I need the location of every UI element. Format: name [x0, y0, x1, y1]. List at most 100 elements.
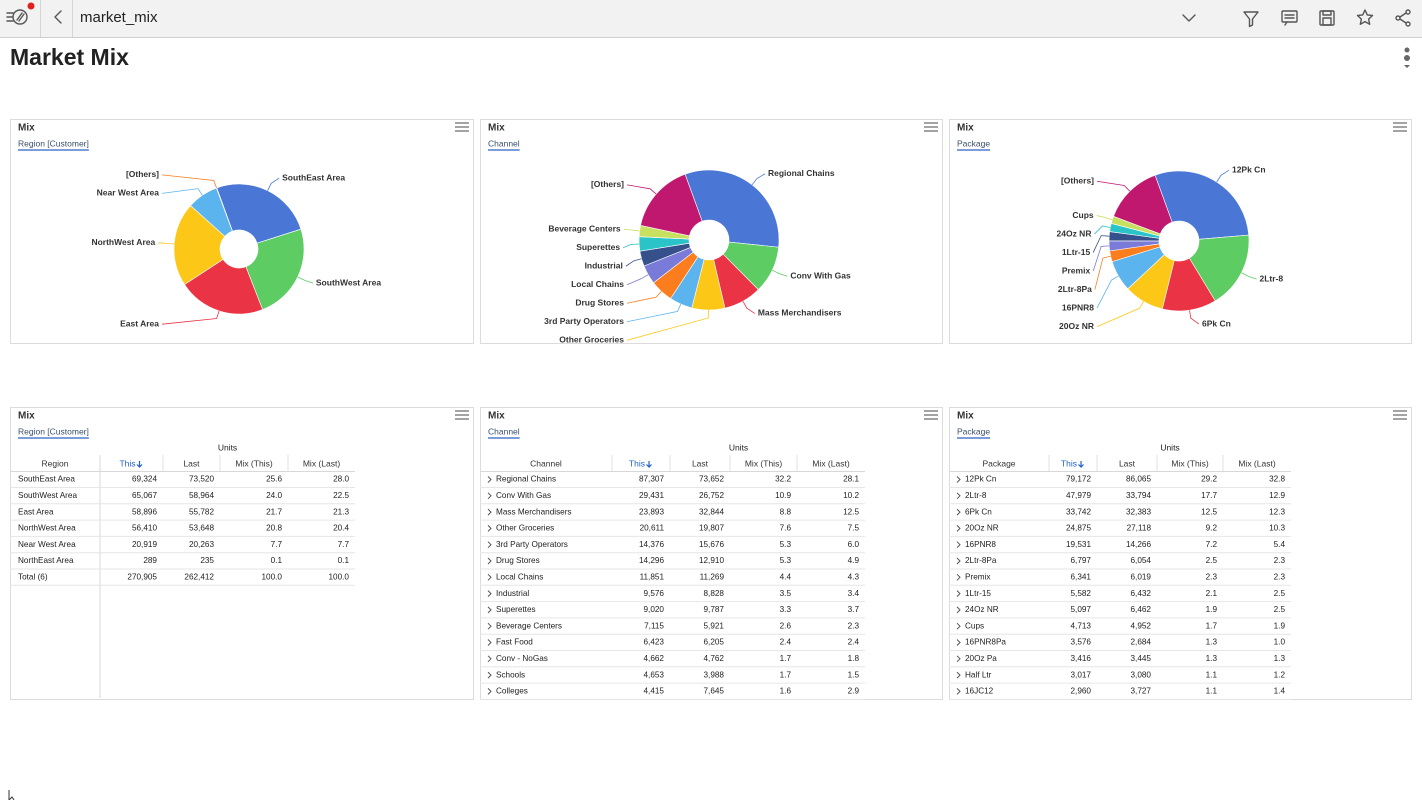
cell-value: 7.7 — [338, 540, 350, 549]
row-label: NorthEast Area — [18, 556, 74, 565]
expand-button[interactable] — [956, 590, 961, 597]
cell-value: 6,205 — [704, 638, 725, 647]
cell-value: 26,752 — [699, 491, 724, 500]
expand-button[interactable] — [956, 541, 961, 549]
leader-line — [626, 274, 649, 286]
expand-button[interactable] — [956, 525, 961, 532]
panel-subtitle[interactable]: Channel — [488, 138, 520, 148]
share-button[interactable] — [1395, 9, 1411, 27]
cell-value: 262,412 — [184, 572, 214, 581]
cell-value: 1.9 — [1274, 621, 1286, 630]
expand-button[interactable] — [956, 639, 961, 646]
expand-button[interactable] — [487, 606, 492, 614]
expand-button[interactable] — [487, 655, 492, 663]
cell-value: 2.4 — [780, 638, 792, 647]
cell-value: 6.0 — [848, 540, 860, 549]
menu-button[interactable] — [6, 9, 28, 25]
row-label: 6Pk Cn — [965, 507, 992, 516]
panel-subtitle[interactable]: Region [Customer] — [18, 426, 89, 436]
expand-button[interactable] — [956, 671, 961, 679]
column-header[interactable]: Mix (Last) — [812, 458, 849, 468]
expand-button[interactable] — [956, 557, 961, 565]
cell-value: 2.5 — [1206, 556, 1218, 565]
row-label: 12Pk Cn — [965, 475, 997, 484]
more-button[interactable] — [1404, 47, 1410, 69]
panel-menu-button[interactable] — [1393, 410, 1407, 420]
favorite-button[interactable] — [1356, 9, 1374, 25]
cell-value: 4.4 — [780, 572, 792, 581]
row-label: Beverage Centers — [496, 621, 562, 630]
expand-button[interactable] — [487, 590, 492, 597]
save-button[interactable] — [1319, 10, 1335, 26]
cell-value: 22.5 — [333, 491, 349, 500]
cell-value: 5.3 — [780, 540, 792, 549]
column-header[interactable]: This — [1061, 458, 1077, 468]
back-button[interactable] — [54, 10, 62, 24]
panel-title: Mix — [957, 411, 974, 422]
cell-value: 32,844 — [699, 507, 724, 516]
expand-button[interactable] — [487, 492, 492, 500]
pie-slice — [216, 183, 302, 244]
column-header[interactable]: Last — [1119, 458, 1136, 468]
panel-menu-button[interactable] — [455, 122, 469, 132]
cell-value: 79,172 — [1066, 475, 1091, 484]
expand-button[interactable] — [956, 606, 961, 614]
expand-button[interactable] — [487, 557, 492, 565]
dropdown-button[interactable] — [1182, 14, 1196, 22]
sort-arrow — [1078, 461, 1084, 468]
panel-menu-button[interactable] — [924, 410, 938, 420]
expand-button[interactable] — [487, 688, 492, 695]
cell-value: 29.2 — [1201, 475, 1217, 484]
column-header[interactable]: Last — [692, 458, 709, 468]
expand-button[interactable] — [956, 476, 961, 483]
expand-button[interactable] — [956, 492, 961, 500]
expand-button[interactable] — [487, 639, 492, 646]
panel-menu-button[interactable] — [1393, 122, 1407, 132]
column-header[interactable]: This — [119, 458, 135, 468]
slice-label: Local Chains — [571, 279, 624, 289]
panel-menu-button[interactable] — [924, 122, 938, 132]
column-header[interactable]: Mix (This) — [1171, 458, 1208, 468]
expand-button[interactable] — [487, 573, 492, 581]
leader-line — [1216, 169, 1230, 183]
expand-button[interactable] — [487, 622, 492, 630]
leader-line — [1092, 235, 1110, 253]
expand-button[interactable] — [487, 508, 492, 516]
group-header: Units — [218, 442, 237, 452]
panel-subtitle[interactable]: Channel — [488, 426, 520, 436]
expand-button[interactable] — [487, 541, 492, 549]
expand-button[interactable] — [487, 476, 492, 483]
panel-subtitle[interactable]: Package — [957, 426, 990, 436]
comment-button[interactable] — [1281, 10, 1298, 26]
expand-button[interactable] — [956, 655, 961, 663]
cell-value: 5,097 — [1071, 605, 1092, 614]
row-label: Regional Chains — [496, 475, 556, 484]
column-header[interactable]: Last — [183, 458, 200, 468]
cell-value: 1.9 — [1206, 605, 1218, 614]
expand-button[interactable] — [956, 508, 961, 516]
cell-value: 4,415 — [644, 687, 665, 696]
expand-button[interactable] — [487, 525, 492, 532]
slice-label: [Others] — [1061, 176, 1094, 186]
panel-subtitle[interactable]: Region [Customer] — [18, 138, 89, 148]
column-header[interactable]: Mix (Last) — [1238, 458, 1275, 468]
cell-value: 1.7 — [780, 654, 792, 663]
expand-button[interactable] — [956, 688, 961, 695]
panel-menu-button[interactable] — [455, 410, 469, 420]
column-header[interactable]: Mix (Last) — [303, 458, 340, 468]
column-header[interactable]: Mix (This) — [745, 458, 782, 468]
panel-subtitle[interactable]: Package — [957, 138, 990, 148]
column-header[interactable]: Region — [42, 458, 69, 468]
expand-button[interactable] — [956, 573, 961, 581]
column-header[interactable]: Mix (This) — [235, 458, 272, 468]
expand-button[interactable] — [956, 622, 961, 630]
filter-button[interactable] — [1243, 11, 1259, 28]
column-header[interactable]: Channel — [530, 458, 562, 468]
expand-button[interactable] — [487, 671, 492, 679]
leader-line — [1092, 245, 1110, 272]
slice-label: Conv With Gas — [790, 270, 851, 280]
column-header[interactable]: This — [629, 458, 645, 468]
cell-value: 12.9 — [1269, 491, 1285, 500]
cell-value: 9,787 — [704, 605, 725, 614]
column-header[interactable]: Package — [982, 458, 1015, 468]
